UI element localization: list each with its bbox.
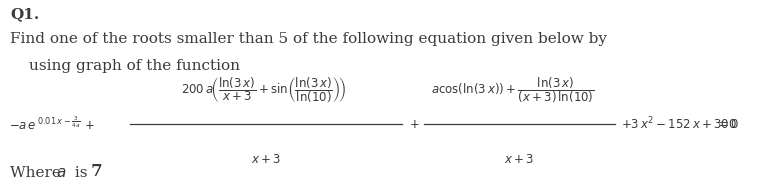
Text: $x + 3$: $x + 3$ [251, 152, 281, 166]
Text: is: is [70, 166, 92, 180]
Text: Find one of the roots smaller than 5 of the following equation given below by: Find one of the roots smaller than 5 of … [10, 32, 607, 46]
Text: $= 0$: $= 0$ [715, 118, 739, 131]
Text: $-a\,e^{\,0.01\,x-\frac{3}{4a}}$$\,+$: $-a\,e^{\,0.01\,x-\frac{3}{4a}}$$\,+$ [8, 116, 95, 133]
Text: $+$: $+$ [409, 118, 420, 131]
Text: Where: Where [10, 166, 66, 180]
Text: using graph of the function: using graph of the function [30, 59, 240, 73]
Text: 7: 7 [91, 163, 103, 180]
Text: $a\cos(\ln(3\,x))+\dfrac{\ln(3\,x)}{(x+3)\,\ln(10)}$: $a\cos(\ln(3\,x))+\dfrac{\ln(3\,x)}{(x+3… [431, 75, 595, 105]
Text: $a$: $a$ [56, 166, 67, 180]
Text: Q1.: Q1. [10, 7, 40, 21]
Text: $x + 3$: $x + 3$ [505, 152, 534, 166]
Text: $200\,a\!\left(\dfrac{\ln(3\,x)}{x+3}+\sin\!\left(\dfrac{\ln(3\,x)}{\ln(10)}\rig: $200\,a\!\left(\dfrac{\ln(3\,x)}{x+3}+\s… [181, 75, 346, 105]
Text: $+3\,x^2 - 152\,x + 300$: $+3\,x^2 - 152\,x + 300$ [621, 116, 737, 133]
